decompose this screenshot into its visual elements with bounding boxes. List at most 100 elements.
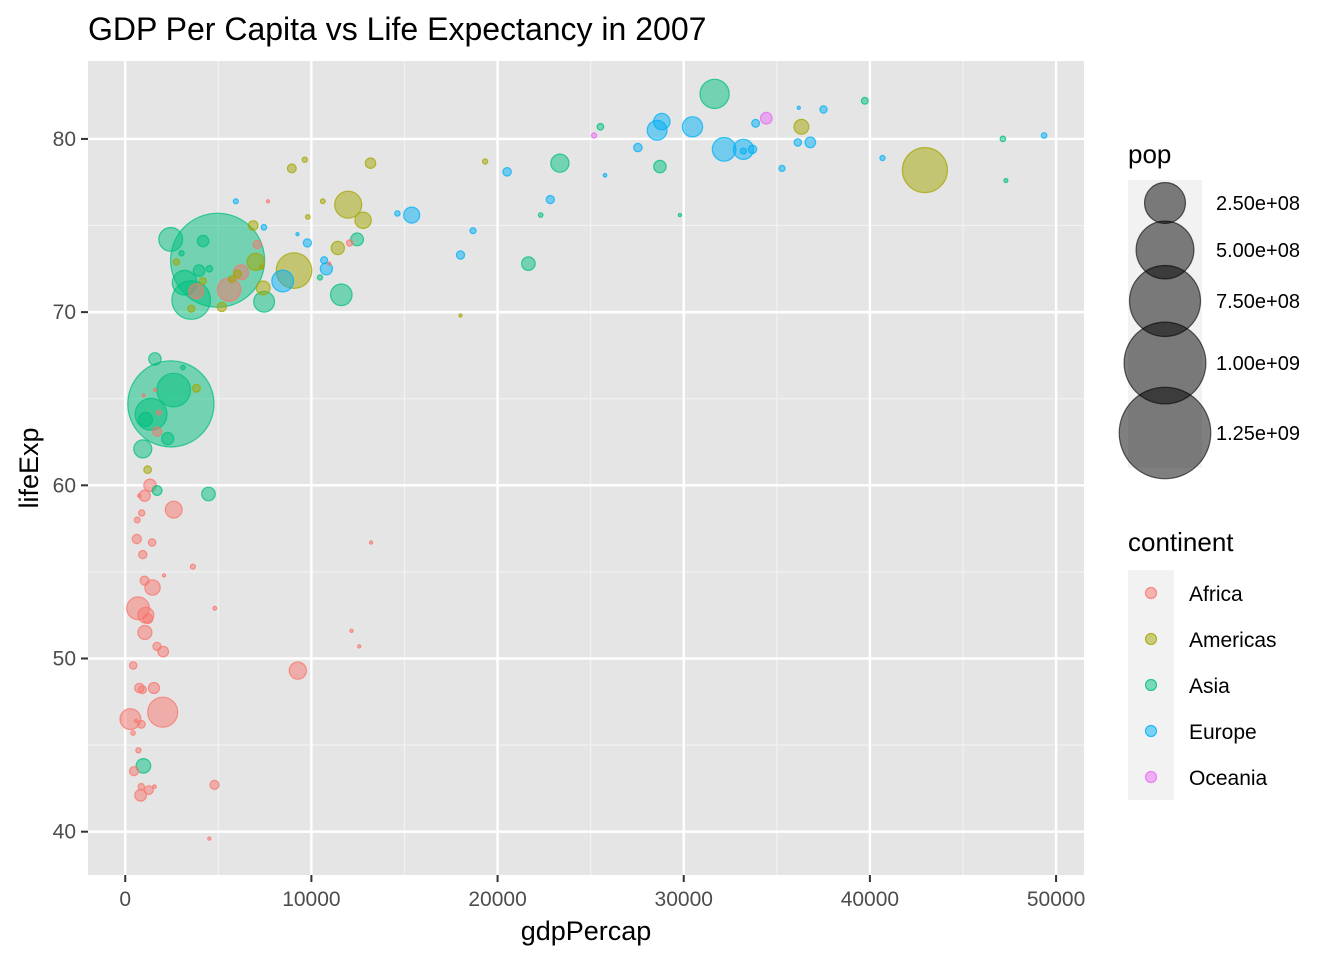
data-point-asia [156, 372, 192, 408]
data-point-americas [334, 190, 363, 219]
data-point-europe [739, 147, 748, 155]
data-point-africa [265, 199, 271, 204]
chart-title: GDP Per Capita vs Life Expectancy in 200… [88, 11, 706, 47]
data-point-africa [155, 409, 162, 416]
data-point-asia [699, 78, 730, 110]
data-point-americas [458, 313, 463, 318]
data-point-africa [137, 493, 142, 499]
data-point-europe [1040, 132, 1048, 139]
size-legend-label: 2.50e+08 [1216, 193, 1300, 215]
data-point-africa [147, 681, 161, 695]
data-point-africa [139, 575, 150, 586]
data-point-africa [137, 782, 146, 791]
x-axis-label: gdpPercap [521, 916, 652, 946]
data-point-europe [295, 231, 300, 237]
data-point-asia [201, 486, 216, 502]
data-point-africa [209, 779, 220, 791]
data-point-asia [1003, 177, 1009, 184]
data-point-africa [128, 661, 138, 670]
data-point-europe [469, 227, 477, 235]
size-legend-key [1143, 181, 1187, 225]
data-point-africa [142, 613, 154, 625]
size-legend: pop 2.50e+08 5.00e+08 7.50e+08 1.00e+09 1.25… [1118, 139, 1300, 480]
color-legend-title: continent [1128, 527, 1234, 557]
data-point-africa [143, 785, 154, 796]
color-legend: continent Africa Americas Asia Europe Oceani… [1128, 527, 1277, 800]
data-point-europe [232, 198, 239, 205]
data-point-europe [633, 142, 643, 153]
y-axis: 40 50 60 70 80 [53, 128, 88, 844]
data-point-asia [160, 431, 175, 446]
data-point-europe [271, 269, 295, 293]
x-tick-label: 40000 [841, 888, 899, 911]
data-point-africa [138, 685, 148, 695]
data-point-americas [354, 211, 372, 230]
data-point-africa [152, 426, 163, 437]
data-point-asia [329, 283, 353, 307]
data-point-africa [137, 509, 146, 517]
y-tick-label: 60 [53, 474, 76, 497]
data-point-asia [316, 274, 324, 281]
data-point-americas [304, 213, 311, 220]
data-point-asia [999, 135, 1007, 143]
data-point-europe [711, 136, 737, 162]
data-point-europe [320, 256, 329, 265]
data-point-europe [502, 167, 512, 177]
data-point-oceania [759, 111, 773, 125]
x-tick-label: 20000 [468, 888, 526, 911]
data-point-africa [327, 261, 332, 266]
data-point-asia [133, 439, 153, 459]
data-point-africa [252, 239, 262, 250]
data-point-africa [136, 719, 146, 729]
data-point-africa [161, 573, 167, 578]
data-point-africa [212, 605, 218, 611]
size-legend-label: 5.00e+08 [1216, 240, 1300, 262]
data-point-asia [158, 226, 184, 252]
color-legend-label: Americas [1189, 629, 1277, 652]
data-point-africa [345, 239, 354, 247]
data-point-africa [349, 628, 354, 634]
color-legend-key [1144, 770, 1158, 784]
data-point-asia [151, 485, 163, 497]
data-point-asia [178, 249, 185, 257]
data-point-americas [143, 465, 153, 475]
data-point-europe [394, 210, 401, 217]
data-point-europe [545, 194, 556, 205]
data-point-europe [652, 112, 671, 131]
size-legend-title: pop [1128, 139, 1171, 169]
data-point-africa [141, 393, 146, 398]
data-point-asia [192, 264, 206, 278]
data-point-asia [135, 758, 152, 774]
y-tick-label: 80 [53, 128, 76, 151]
size-legend-label: 1.00e+09 [1216, 353, 1300, 375]
data-point-americas [481, 158, 489, 165]
data-point-africa [147, 696, 179, 728]
data-point-americas [319, 198, 326, 205]
data-point-africa [131, 533, 142, 545]
data-point-americas [330, 240, 345, 256]
data-point-africa [119, 708, 142, 731]
data-point-europe [747, 144, 758, 155]
size-legend-label: 1.25e+09 [1216, 423, 1300, 445]
data-point-africa [133, 516, 141, 524]
color-legend-label: Oceania [1189, 767, 1268, 790]
data-point-europe [796, 105, 802, 111]
data-point-americas [258, 264, 265, 270]
data-point-asia [137, 411, 154, 428]
data-point-europe [602, 172, 608, 178]
data-point-asia [521, 256, 536, 272]
data-point-asia [860, 96, 869, 105]
color-legend-label: Asia [1189, 675, 1230, 698]
data-point-africa [207, 836, 212, 841]
data-point-africa [164, 500, 183, 519]
data-point-asia [596, 122, 605, 131]
data-point-europe [879, 154, 886, 162]
y-tick-label: 40 [53, 821, 76, 844]
data-point-asia [677, 212, 683, 218]
data-point-americas [232, 269, 242, 279]
y-tick-label: 50 [53, 648, 76, 671]
size-legend-label: 7.50e+08 [1216, 291, 1300, 313]
data-point-europe [819, 105, 828, 114]
data-point-asia [205, 264, 214, 273]
